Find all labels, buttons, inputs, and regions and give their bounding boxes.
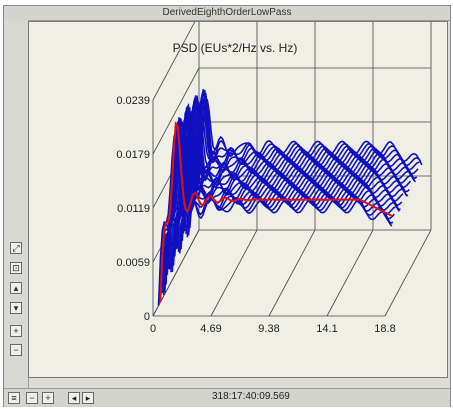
plot-area: PSD (EUs*2/Hz vs. Hz) 0 0.0059 0.0119 0.017… [28,21,448,378]
y-tick-label: 0.0119 [117,203,150,215]
waterfall-trace [189,98,423,229]
left-up-button[interactable]: ▴ [10,282,22,294]
left-toolbar: ⤢ ⊡ ▴ ▾ + − [4,20,29,392]
waterfall-trace [157,134,392,306]
x-tick-label: 9.38 [258,323,279,335]
left-plus-button[interactable]: + [10,325,22,337]
left-minus-button[interactable]: − [10,344,22,356]
left-zoom-button[interactable]: ⊡ [10,262,22,274]
floor-line [210,229,258,317]
window-title: DerivedEighthOrderLowPass [4,6,450,21]
tick-labels: 0 0.0059 0.0119 0.0179 0.0239 0 4.69 9.38 14.1 18… [116,95,395,335]
y-tick-label: 0.0179 [116,149,150,161]
waterfall-trace [181,104,416,241]
bottom-minus-button[interactable]: − [26,392,38,404]
chart-title: PSD (EUs*2/Hz vs. Hz) [173,41,298,55]
x-tick-label: 0 [150,323,156,335]
bottom-plus-button[interactable]: + [42,392,54,404]
y-tick-label: 0.0239 [116,95,150,107]
highlight-trace [159,121,393,303]
status-timestamp: 318:17:40:09.569 [212,391,290,402]
left-wall-hline [152,22,196,101]
floor-line [384,229,432,317]
bottom-prev-button[interactable]: ◂ [68,392,80,404]
psd-waterfall-chart: PSD (EUs*2/Hz vs. Hz) 0 0.0059 0.0119 0.017… [116,22,432,335]
left-down-button[interactable]: ▾ [10,302,22,314]
left-restore-button[interactable]: ⤢ [10,242,22,254]
left-wall-hline [152,67,200,155]
bottom-next-button[interactable]: ▸ [82,392,94,404]
waterfall-trace [177,95,412,252]
x-tick-label: 18.8 [374,323,395,335]
x-tick-label: 4.69 [200,323,221,335]
bottom-menu-button[interactable]: ≡ [8,392,20,404]
highlight-trace-line [159,121,393,303]
plot-window: DerivedEighthOrderLowPass ⤢ ⊡ ▴ ▾ + − PSD (EU… [3,5,451,407]
y-tick-label: 0.0059 [116,257,150,269]
floor-line [326,229,374,317]
waterfall-trace [174,109,408,257]
floor-line [268,229,316,317]
status-bar: 318:17:40:09.569 ≡ − + ◂ ▸ [4,388,450,407]
x-tick-label: 14.1 [316,323,337,335]
y-tick-label: 0 [144,311,150,323]
